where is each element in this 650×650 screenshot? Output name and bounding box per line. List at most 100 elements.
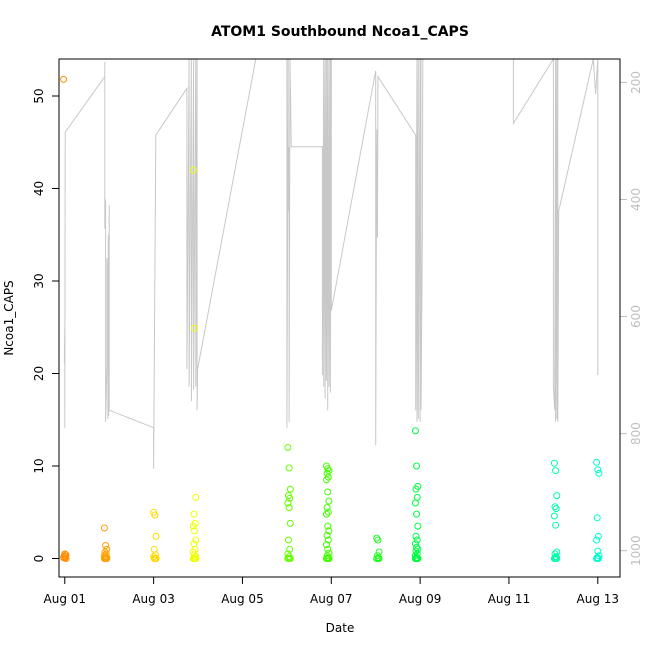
data-point [593, 514, 601, 522]
data-point [324, 522, 332, 530]
data-point [150, 545, 158, 553]
x-tick-label: Aug 09 [399, 592, 442, 606]
data-point [102, 542, 110, 549]
x-tick-label: Aug 13 [577, 592, 620, 606]
data-point [411, 540, 419, 548]
data-point [192, 536, 200, 544]
data-point [551, 555, 559, 562]
data-point [189, 166, 197, 174]
y-tick-label: 30 [32, 273, 46, 288]
data-point [191, 324, 198, 332]
y2-tick-label: 800 [629, 422, 643, 445]
y-tick-label: 20 [32, 366, 46, 381]
data-point [413, 510, 421, 518]
y-tick-label: 10 [32, 458, 46, 473]
depth-trace-line [63, 57, 599, 469]
data-point [325, 497, 333, 505]
depth-trace-layer [63, 57, 599, 469]
data-point [286, 494, 294, 502]
data-point [284, 499, 292, 507]
data-point [286, 519, 294, 527]
data-point [284, 555, 292, 562]
x-axis-label: Date [326, 621, 355, 635]
data-point [189, 522, 197, 530]
data-point [325, 555, 333, 562]
data-point [324, 488, 332, 496]
data-point [413, 493, 421, 501]
data-point [152, 551, 159, 559]
data-point [413, 543, 421, 551]
data-point [191, 551, 198, 559]
plot-frame [58, 58, 621, 578]
y-tick-label: 50 [32, 88, 46, 103]
y-tick-label: 40 [32, 181, 46, 196]
data-point [191, 527, 198, 535]
data-point [191, 555, 199, 562]
data-point [285, 504, 293, 512]
data-point [323, 504, 331, 512]
data-point [192, 493, 200, 501]
data-point [594, 555, 602, 562]
axes-layer: Aug 01 Aug 03 Aug 05 Aug 07 Aug 09 Aug 11 Aug … [32, 71, 643, 606]
data-point [593, 458, 601, 466]
data-point [374, 536, 382, 544]
x-tick-label: Aug 01 [44, 592, 87, 606]
data-point [323, 469, 331, 477]
data-point [324, 508, 332, 516]
data-point [411, 427, 419, 435]
data-point [552, 467, 560, 475]
data-point [151, 511, 159, 519]
data-point [412, 532, 420, 540]
data-point [285, 536, 292, 544]
y2-tick-label: 200 [629, 71, 643, 94]
data-point [413, 536, 421, 544]
data-points-layer [60, 75, 603, 562]
data-point [550, 459, 558, 467]
data-point [375, 555, 383, 562]
data-point [594, 466, 602, 474]
data-point [286, 545, 294, 553]
data-point [414, 522, 422, 530]
data-point [324, 465, 332, 473]
data-point [60, 75, 68, 83]
x-tick-label: Aug 05 [221, 592, 264, 606]
data-point [285, 464, 293, 472]
y-axis-label: Ncoa1_CAPS [2, 280, 16, 355]
data-point [152, 532, 160, 540]
y2-tick-label: 600 [629, 305, 643, 328]
data-point [412, 555, 420, 562]
data-point [552, 521, 560, 529]
data-point [594, 532, 602, 540]
data-point [552, 505, 560, 513]
data-point [325, 527, 333, 535]
data-point [324, 536, 332, 544]
y2-tick-label: 1000 [629, 535, 643, 566]
chart-title: ATOM1 Southbound Ncoa1_CAPS [211, 24, 469, 40]
data-point [414, 545, 422, 553]
data-point [152, 555, 159, 562]
data-point [190, 510, 198, 518]
data-point [550, 512, 558, 520]
x-tick-label: Aug 03 [132, 592, 175, 606]
data-point [323, 510, 330, 518]
data-point [286, 485, 294, 493]
data-point [595, 469, 603, 477]
data-point [375, 548, 383, 556]
x-tick-label: Aug 11 [488, 592, 531, 606]
y-tick-label: 0 [32, 555, 46, 563]
data-point [101, 555, 109, 562]
data-point [373, 534, 381, 542]
data-point [551, 503, 559, 511]
data-point [553, 492, 561, 500]
data-point [594, 547, 602, 555]
y2-tick-label: 400 [629, 188, 643, 211]
data-point [284, 444, 292, 451]
data-point [323, 541, 330, 549]
data-point [62, 555, 70, 562]
data-point [323, 531, 331, 539]
data-point [102, 550, 110, 558]
data-point [323, 476, 330, 484]
x-tick-label: Aug 07 [310, 592, 353, 606]
data-point [411, 499, 419, 507]
